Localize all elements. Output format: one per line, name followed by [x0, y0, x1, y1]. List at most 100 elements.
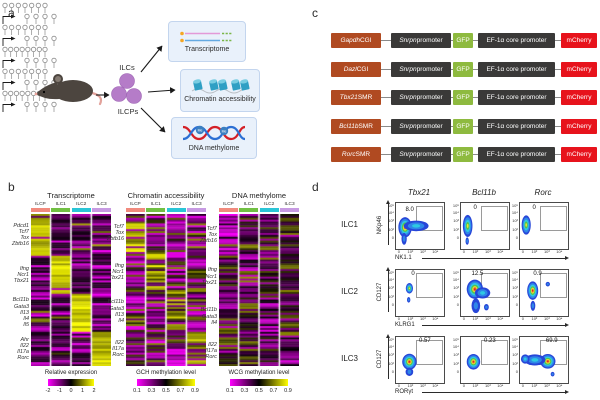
tss-arrow-and-promoter-cpgs-icon — [0, 99, 64, 112]
heatmap-grid — [126, 214, 206, 366]
flow-y-tick-label: 10³ — [453, 218, 459, 224]
flow-x-tick-label: 0 — [462, 383, 465, 388]
heatmap-column-label: ILCP — [223, 202, 234, 207]
flow-x-tick-label: 0 — [462, 249, 465, 254]
chromatin-accessibility-box-title: Chromatin accessibility — [184, 96, 256, 103]
panel-c-label: c — [312, 6, 318, 20]
flow-x-tick-label: 10³ — [543, 249, 550, 254]
flow-y-tick-label: 10³ — [453, 285, 459, 291]
flow-x-tick-label: 10³ — [484, 249, 491, 254]
flow-y-tick-label: 10⁵ — [511, 269, 518, 275]
construct-insert-box: Bcl11b SMR — [331, 118, 381, 134]
flow-gate — [481, 340, 509, 366]
flow-gate-percent: 8.0 — [405, 206, 414, 213]
me-label: Me — [222, 129, 227, 133]
flow-row-label: ILC2 — [341, 287, 358, 296]
flow-y-tick-label: 0 — [391, 234, 394, 240]
dna-methylation-icon: Me Me — [183, 125, 245, 140]
heatmap-grid — [31, 214, 111, 366]
flow-x-axis-arrow-line — [422, 392, 565, 393]
colorbar-tick: 2 — [92, 388, 96, 394]
flow-gate — [481, 206, 509, 232]
flow-y-tick-label: 10⁴ — [452, 277, 459, 283]
cpg-lollipops-icon — [0, 66, 50, 79]
flow-plot — [395, 269, 445, 317]
colorbar-gradient — [230, 379, 288, 386]
dna-methylome-box-title: DNA methylome — [188, 144, 240, 152]
flow-y-tick-label: 10³ — [388, 218, 394, 224]
gfp-box: GFP — [453, 33, 473, 48]
flow-y-tick-label: 10⁴ — [387, 210, 394, 216]
flow-x-axis-arrow-line — [422, 325, 565, 326]
flow-gate — [540, 206, 568, 232]
flow-x-tick-label: 10³ — [419, 249, 426, 254]
heatmap-gene-labels: Ifng Ncr1 Tbx21 — [201, 267, 217, 286]
ilcps-label: ILCPs — [117, 107, 139, 116]
transcriptome-box: Transcriptome — [168, 21, 246, 62]
flow-x-axis-label: NK1.1 — [395, 255, 412, 261]
heatmap-column-color-bar — [219, 208, 238, 212]
mcherry-box: mCherry — [561, 118, 597, 134]
nucleosomes-icon — [191, 79, 250, 94]
ef1a-promoter-box: EF-1α core promoter — [478, 90, 555, 105]
construct-insert-box: Rorc SMR — [331, 147, 381, 162]
flow-gate-percent: 0 — [532, 205, 536, 212]
flow-x-tick-label: 0 — [397, 249, 400, 254]
nucleosome-cylinders — [193, 79, 250, 91]
panel-a-arrows — [96, 45, 176, 133]
flow-y-tick-label: 10² — [453, 360, 459, 366]
colorbar-tick: 0.9 — [191, 388, 199, 394]
mrna-icon — [180, 31, 232, 42]
mcherry-box: mCherry — [561, 90, 597, 105]
flow-x-tick-label: 10² — [531, 383, 538, 388]
colorbar-label: GCH methylation level — [136, 370, 196, 376]
colorbar-label: WCG methylation level — [228, 370, 290, 376]
colorbar-tick: 1 — [80, 388, 85, 394]
flow-y-tick-label: 10² — [512, 293, 518, 299]
colorbar-gradient — [137, 379, 195, 386]
flow-x-axis-label: KLRG1 — [395, 322, 415, 328]
gfp-box: GFP — [453, 61, 473, 77]
flow-x-tick-label: 10⁴ — [556, 249, 563, 254]
flow-y-tick-label: 10⁵ — [387, 269, 394, 275]
flow-x-tick-label: 0 — [521, 249, 524, 254]
flow-x-tick-label: 10⁴ — [556, 383, 563, 388]
flow-x-tick-label: 0 — [397, 383, 400, 388]
mcherry-box: mCherry — [561, 61, 597, 77]
heatmap-column-color-bar — [259, 208, 279, 212]
gfp-box: GFP — [453, 118, 473, 134]
ef1a-promoter-box: EF-1α core promoter — [478, 61, 555, 77]
flow-gate — [416, 206, 444, 232]
heatmap-gene-labels: Ifng Ncr1 Tbx21 — [13, 265, 29, 284]
cpg-lollipops-icon — [0, 22, 50, 35]
flow-gate — [416, 340, 444, 366]
panel-a-label: a — [8, 6, 15, 20]
flow-x-axis-arrowhead — [565, 390, 569, 394]
heatmap-column-color-bar — [280, 208, 299, 212]
dna-methylome-box: Me Me DNA methylome — [171, 117, 257, 159]
flow-x-tick-label: 10² — [531, 316, 538, 321]
colorbar-tick: 0.1 — [226, 388, 234, 394]
tss-arrow-and-promoter-cpgs-icon — [0, 55, 64, 68]
colorbar-label: Relative expression — [44, 370, 98, 376]
gfp-box: GFP — [453, 147, 473, 162]
flow-x-tick-label: 10² — [407, 383, 414, 388]
flow-y-tick-label: 10² — [512, 360, 518, 366]
heatmap-column-color-bar — [71, 208, 91, 212]
colorbar-tick: 0 — [69, 388, 73, 394]
colorbar-tick: -2 — [45, 388, 51, 394]
gfp-box: GFP — [453, 90, 473, 105]
flow-x-tick-label: 10⁴ — [432, 383, 439, 388]
heatmap-column-label: ILCP — [130, 202, 141, 207]
construct-insert-box: Tbx21 SMR — [331, 90, 381, 105]
flow-gate-percent: 0.9 — [533, 271, 542, 278]
heatmap-title: Transcriptome — [47, 191, 95, 200]
colorbar-tick: 0.7 — [176, 388, 185, 394]
colorbar-tick: 0.1 — [133, 388, 141, 394]
flow-y-tick-label: 0 — [515, 234, 518, 240]
flow-x-axis-arrowhead — [565, 323, 569, 327]
flow-x-axis-arrowhead — [565, 256, 569, 260]
heatmap-gene-labels: Ahr Il22 Il17a Rorc — [17, 336, 29, 362]
heatmap-column-label: ILC2 — [171, 202, 182, 207]
flow-x-tick-label: 10³ — [484, 316, 491, 321]
